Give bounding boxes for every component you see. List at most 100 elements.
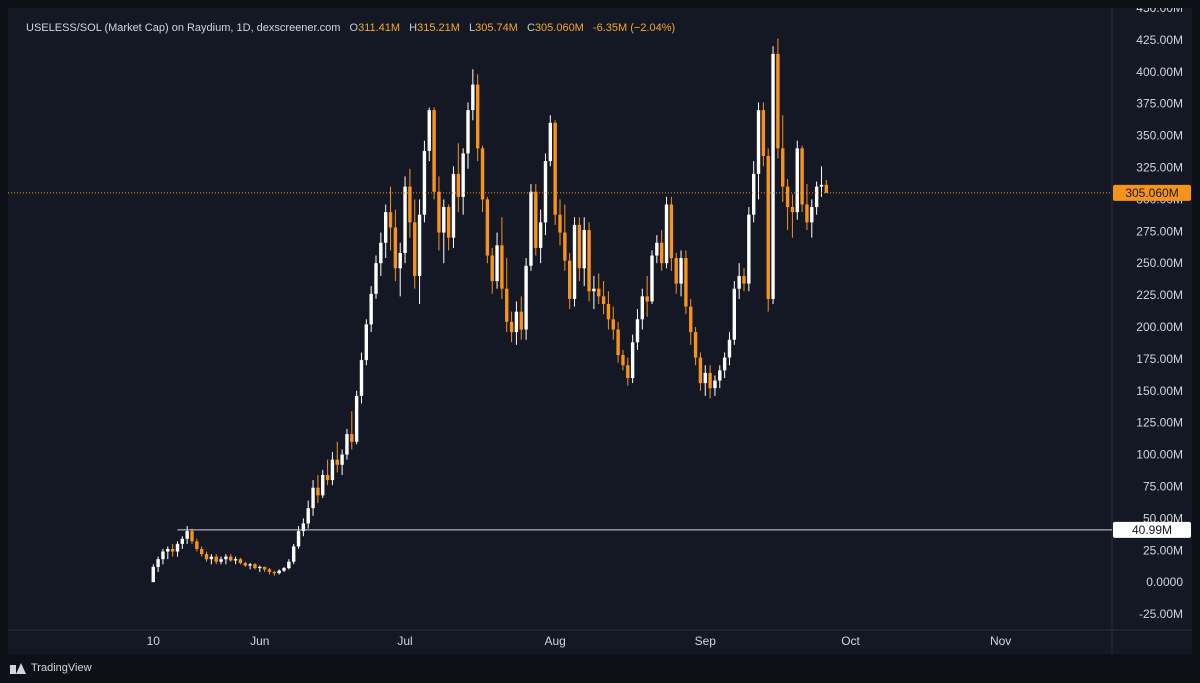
candle-body [340, 454, 344, 465]
x-tick-label: Sep [695, 634, 717, 648]
candle [708, 365, 712, 399]
candle [669, 196, 674, 271]
candle [195, 538, 199, 552]
candle [674, 252, 678, 294]
candle [442, 199, 446, 264]
candle-body [819, 184, 824, 187]
candle [480, 145, 485, 213]
time-axis: 10 Jun Jul Aug Sep Oct Nov [147, 634, 1012, 648]
candle [209, 554, 214, 565]
candle-body [195, 541, 199, 549]
candles-layer [151, 38, 829, 583]
candle-body [359, 360, 364, 396]
candle-body [427, 110, 431, 151]
candle [810, 199, 814, 238]
candle [219, 556, 223, 565]
candle [325, 459, 330, 486]
candle-body [664, 204, 669, 264]
candle-body [621, 355, 625, 366]
candle [655, 235, 659, 264]
candle-body [742, 275, 746, 284]
candle-body [354, 395, 359, 442]
candle [703, 365, 707, 396]
candle-body [737, 275, 741, 289]
candle-body [199, 548, 204, 555]
candle-body [630, 342, 635, 379]
candle [771, 46, 775, 305]
svg-text:305.060M: 305.060M [1125, 186, 1178, 200]
candle-body [446, 207, 451, 238]
candle-body [509, 321, 514, 333]
candle-body [170, 548, 175, 552]
candle-body [771, 53, 775, 299]
candle [650, 250, 654, 305]
candle [635, 309, 640, 350]
candle [413, 199, 417, 289]
legend-symbol: USELESS/SOL (Market Cap) on Raydium, 1D,… [26, 22, 341, 34]
candle [505, 258, 509, 333]
candle [732, 281, 737, 345]
candle-body [538, 222, 543, 248]
candle-body [287, 561, 291, 569]
price-chart[interactable]: 450.00M 425.00M 400.00M 375.00M 350.00M 325.0… [8, 8, 1192, 654]
candle-body [587, 230, 591, 292]
candle [519, 296, 523, 340]
candle [587, 222, 591, 302]
candle-body [422, 150, 427, 215]
candle-body [485, 199, 490, 256]
candle-body [350, 434, 354, 442]
candle-body [408, 186, 412, 223]
candle [645, 275, 649, 317]
tradingview-logo-icon [10, 662, 26, 674]
x-tick-label: Nov [990, 634, 1011, 648]
candle-body [253, 564, 257, 569]
candle-body [524, 265, 528, 330]
candle [267, 568, 272, 575]
candle-body [403, 186, 407, 253]
candle [534, 184, 538, 256]
candle-body [529, 191, 533, 266]
candle-body [751, 173, 756, 215]
tradingview-attribution[interactable]: TradingView [10, 660, 92, 676]
candle [417, 199, 422, 305]
lines-layer [8, 192, 1112, 531]
candle [350, 411, 354, 450]
candle-body [393, 227, 398, 269]
candle-body [224, 556, 228, 560]
chart-legend: USELESS/SOL (Market Cap) on Raydium, 1D,… [26, 22, 675, 34]
candle-body [548, 122, 553, 162]
candle [689, 298, 693, 345]
candle [393, 209, 398, 282]
candle-body [572, 224, 577, 299]
candle-body [534, 191, 538, 248]
candle [659, 230, 664, 271]
candle [805, 184, 809, 231]
candle-body [383, 212, 388, 243]
candle [190, 528, 194, 544]
candle [698, 352, 703, 391]
candle [567, 252, 572, 310]
candle [316, 474, 320, 504]
candle [722, 352, 727, 379]
candle-body [369, 293, 373, 325]
candle-body [781, 148, 785, 187]
candle [751, 161, 756, 223]
candle [538, 209, 543, 264]
candle [199, 546, 204, 557]
candle-body [577, 224, 582, 269]
candle-body [795, 148, 799, 213]
candle [664, 196, 669, 269]
candle-body [592, 288, 596, 292]
candle-body [480, 148, 485, 200]
y-tick-label: -25.00M [1139, 607, 1183, 621]
candle [630, 334, 635, 384]
candle [461, 148, 465, 215]
candle-body [374, 263, 378, 294]
candle [684, 250, 688, 315]
candle-body [505, 288, 509, 322]
candle [548, 115, 553, 167]
candle-body [388, 212, 393, 228]
candle-body [321, 474, 325, 496]
candle-body [156, 559, 160, 567]
candle [446, 204, 451, 251]
